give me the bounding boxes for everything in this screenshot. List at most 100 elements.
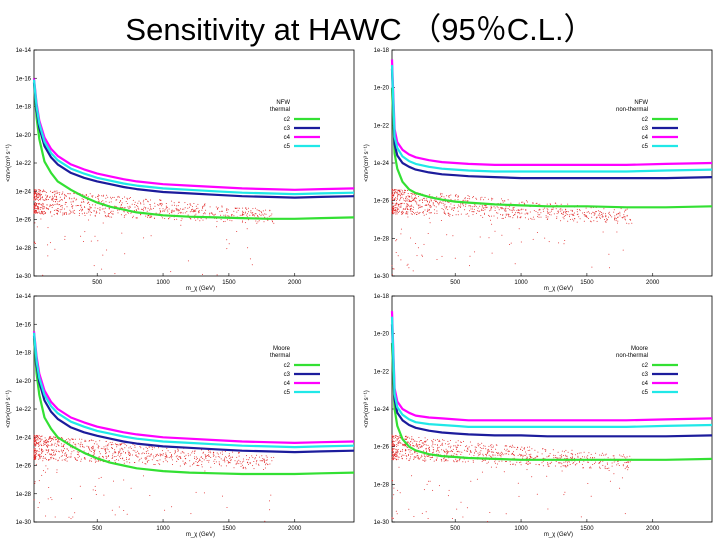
scatter-point: [218, 461, 220, 463]
scatter-point: [399, 206, 401, 208]
scatter-point: [426, 450, 427, 452]
scatter-point: [583, 212, 585, 213]
scatter-point: [59, 457, 61, 459]
scatter-point: [424, 456, 426, 458]
scatter-point: [50, 497, 52, 499]
scatter-point: [393, 206, 394, 208]
legend-label: c2: [284, 117, 291, 123]
scatter-point: [473, 455, 475, 457]
scatter-point: [430, 206, 432, 208]
scatter-point: [246, 214, 248, 216]
scatter-point: [550, 210, 552, 212]
scatter-point: [412, 453, 414, 455]
scatter-point: [269, 463, 271, 465]
scatter-point: [176, 218, 178, 220]
scatter-point: [42, 274, 44, 276]
scatter-point: [448, 196, 450, 198]
scatter-point: [117, 209, 119, 211]
scatter-point: [531, 448, 533, 450]
scatter-point: [70, 453, 72, 455]
scatter-point: [617, 463, 619, 465]
scatter-point: [33, 499, 35, 501]
y-tick-label: 1e-30: [16, 520, 32, 526]
scatter-point: [35, 444, 37, 446]
scatter-point: [412, 193, 414, 195]
scatter-point: [37, 450, 38, 452]
scatter-point: [520, 455, 522, 457]
scatter-point: [61, 459, 63, 461]
scatter-point: [84, 439, 86, 441]
scatter-point: [37, 207, 39, 209]
scatter-point: [483, 445, 485, 447]
scatter-point: [190, 204, 192, 206]
scatter-point: [500, 214, 502, 216]
scatter-point: [242, 211, 244, 213]
scatter-point: [113, 480, 114, 482]
scatter-point: [170, 211, 172, 213]
scatter-point: [85, 440, 87, 442]
scatter-point: [143, 206, 145, 208]
scatter-point: [472, 460, 474, 462]
scatter-point: [586, 211, 588, 213]
scatter-point: [45, 454, 47, 455]
scatter-point: [432, 202, 434, 204]
scatter-point: [486, 455, 487, 457]
scatter-point: [150, 446, 152, 448]
scatter-point: [142, 201, 144, 203]
scatter-point: [613, 473, 615, 475]
scatter-point: [224, 220, 226, 222]
scatter-point: [411, 195, 413, 197]
scatter-point: [391, 196, 393, 198]
scatter-point: [391, 518, 393, 520]
scatter-point: [54, 195, 56, 197]
scatter-point: [167, 450, 169, 452]
scatter-point: [246, 459, 248, 461]
scatter-point: [199, 220, 201, 222]
scatter-point: [516, 210, 518, 212]
scatter-point: [448, 446, 450, 448]
scatter-point: [554, 455, 556, 457]
scatter-point: [259, 460, 261, 462]
scatter-point: [93, 443, 95, 445]
scatter-point: [395, 200, 397, 202]
scatter-point: [599, 213, 600, 215]
scatter-point: [602, 214, 604, 216]
scatter-point: [171, 209, 173, 211]
scatter-point: [34, 482, 36, 484]
scatter-point: [132, 449, 134, 451]
scatter-point: [79, 455, 80, 457]
scatter-point: [509, 206, 511, 208]
scatter-point: [440, 459, 442, 461]
scatter-point: [460, 203, 461, 205]
scatter-point: [35, 191, 37, 193]
scatter-point: [156, 453, 158, 455]
scatter-point: [39, 456, 40, 458]
scatter-point: [547, 462, 549, 464]
scatter-point: [407, 449, 409, 451]
scatter-point: [397, 458, 399, 460]
scatter-point: [411, 193, 413, 195]
scatter-point: [138, 452, 140, 454]
y-tick-label: 1e-24: [374, 407, 390, 413]
scatter-point: [56, 213, 58, 215]
scatter-point: [599, 462, 601, 464]
scatter-point: [64, 194, 66, 196]
scatter-point: [441, 460, 443, 462]
scatter-point: [187, 214, 189, 216]
scatter-point: [624, 218, 626, 220]
scatter-point: [177, 212, 179, 214]
scatter-point: [579, 460, 580, 462]
scatter-point: [429, 455, 431, 457]
scatter-point: [40, 218, 42, 220]
scatter-point: [565, 211, 567, 213]
scatter-point: [538, 464, 540, 466]
scatter-point: [138, 453, 140, 455]
scatter-point: [117, 444, 119, 446]
scatter-point: [193, 203, 195, 204]
scatter-point: [188, 455, 190, 457]
scatter-point: [437, 448, 439, 450]
scatter-point: [187, 204, 189, 206]
scatter-point: [560, 462, 562, 464]
scatter-point: [530, 217, 532, 219]
scatter-point: [243, 460, 245, 462]
